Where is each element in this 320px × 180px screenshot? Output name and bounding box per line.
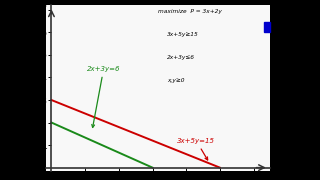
Text: y: y: [42, 0, 48, 10]
Text: maximize  P = 3x+2y: maximize P = 3x+2y: [158, 9, 222, 14]
Text: 3x+5y=15: 3x+5y=15: [177, 138, 215, 160]
Text: 2x+3y≤6: 2x+3y≤6: [167, 55, 195, 60]
Text: x: x: [268, 172, 273, 180]
Text: x,y≥0: x,y≥0: [167, 78, 185, 83]
Text: 3x+5y≥15: 3x+5y≥15: [167, 32, 199, 37]
Text: 2x+3y=6: 2x+3y=6: [87, 66, 120, 127]
